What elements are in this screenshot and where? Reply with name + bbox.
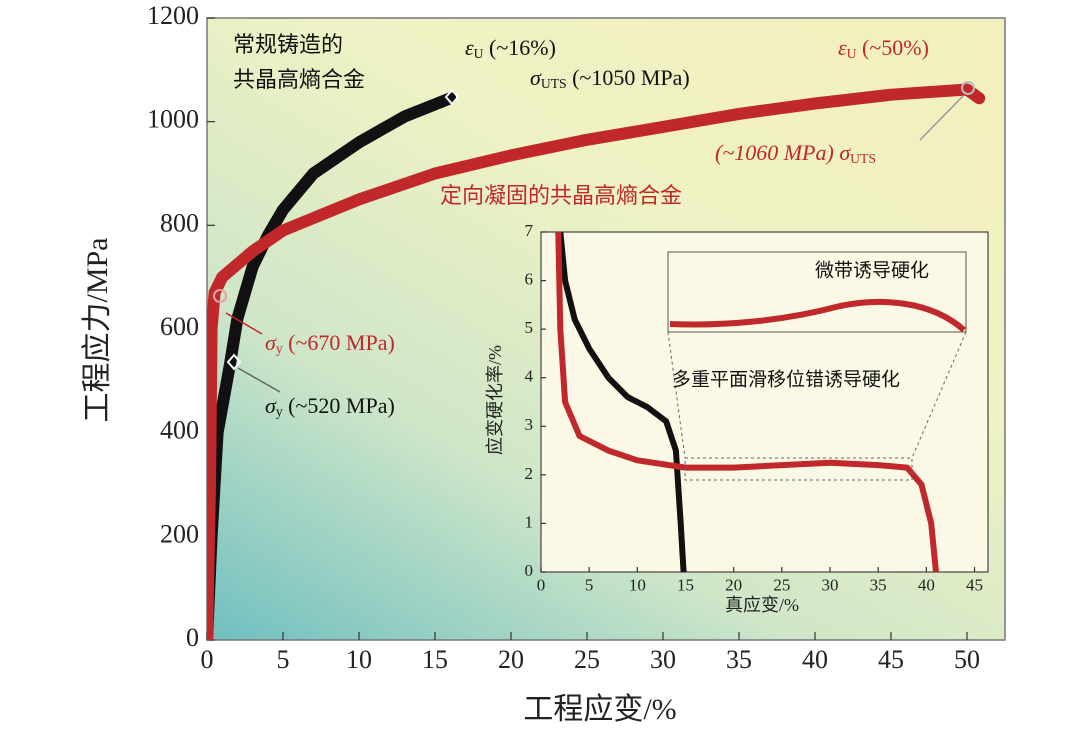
y-tick-label: 1200 — [147, 1, 199, 30]
x-tick-label: 0 — [201, 645, 214, 674]
annotation: 多重平面滑移位错诱导硬化 — [672, 368, 900, 390]
marker — [444, 88, 460, 106]
annotation-part: (~670 MPa) — [283, 330, 395, 355]
x-tick-label: 5 — [585, 575, 594, 594]
series-line — [207, 83, 986, 640]
zoom-source — [684, 457, 913, 481]
annotation: σy (~520 MPa) — [265, 393, 395, 419]
x-tick-label: 40 — [918, 575, 935, 594]
y-tick-label: 3 — [525, 415, 534, 434]
x-axis-label: 工程应变/% — [523, 693, 676, 726]
x-tick-label: 10 — [346, 645, 372, 674]
annotation-part: UTS — [850, 151, 876, 166]
marker — [961, 81, 975, 95]
annotation-part: UTS — [541, 76, 567, 91]
x-tick-label: 20 — [498, 645, 524, 674]
layer — [206, 17, 986, 641]
annotation: σUTS (~1050 MPa) — [530, 65, 690, 91]
x-tick-label: 30 — [650, 645, 676, 674]
annotation-part: (~16%) — [484, 35, 556, 60]
y-tick-label: 800 — [160, 208, 199, 237]
marker — [213, 289, 227, 303]
y-tick-label: 0 — [186, 623, 199, 652]
annotation-part: (~1060 MPa) σ — [715, 140, 851, 165]
x-tick-label: 0 — [537, 575, 546, 594]
leader — [237, 367, 281, 393]
annotation-part: σ — [265, 330, 277, 355]
x-tick-label: 40 — [802, 645, 828, 674]
annotation-part: ε — [465, 35, 474, 60]
annotation: 定向凝固的共晶高熵合金 — [440, 183, 682, 208]
annotation-part: y — [276, 404, 283, 419]
y-tick-label: 5 — [525, 318, 534, 337]
y-tick-label: 400 — [160, 416, 199, 445]
annotation: 微带诱导硬化 — [815, 259, 929, 281]
x-tick-label: 15 — [677, 575, 694, 594]
annotation: εU (~50%) — [838, 35, 929, 61]
x-tick-label: 35 — [870, 575, 887, 594]
y-axis-label: 应变硬化率/% — [485, 345, 505, 455]
texts: 0 5 10 15 20 25 30 35 40 45 5002004006008001000120… — [81, 1, 983, 726]
x-tick-label: 50 — [954, 645, 980, 674]
y-tick-label: 4 — [525, 367, 534, 386]
y-tick-label: 6 — [525, 269, 534, 288]
x-tick-label: 5 — [277, 645, 290, 674]
zoom-curve — [669, 299, 966, 333]
annotation: 常规铸造的 — [233, 32, 343, 57]
leader — [919, 95, 964, 141]
annotation-part: U — [474, 46, 484, 61]
y-tick-label: 2 — [525, 464, 534, 483]
annotation: 共晶高熵合金 — [233, 67, 365, 92]
y-tick-label: 200 — [160, 519, 199, 548]
series-line — [555, 232, 939, 572]
annotation-part: ε — [838, 35, 847, 60]
x-tick-label: 15 — [422, 645, 448, 674]
y-tick-label: 600 — [160, 312, 199, 341]
annotation: (~1060 MPa) σUTS — [715, 140, 876, 166]
x-tick-label: 10 — [629, 575, 646, 594]
y-axis-label: 工程应力/MPa — [81, 237, 114, 422]
x-tick-label: 25 — [773, 575, 790, 594]
x-tick-label: 35 — [726, 645, 752, 674]
zoom-link — [911, 331, 967, 459]
annotation-part: y — [276, 341, 283, 356]
annotation-part: σ — [265, 393, 277, 418]
x-axis-label: 真应变/% — [725, 595, 799, 615]
annotation: εU (~16%) — [465, 35, 556, 61]
annotation-part: (~520 MPa) — [283, 393, 395, 418]
y-tick-label: 1000 — [147, 105, 199, 134]
annotation-part: U — [847, 46, 857, 61]
x-tick-label: 20 — [725, 575, 742, 594]
y-tick-label: 7 — [525, 221, 534, 240]
x-tick-label: 25 — [574, 645, 600, 674]
series-line — [557, 232, 687, 572]
decorations — [213, 81, 975, 481]
x-tick-label: 30 — [822, 575, 839, 594]
annotation-part: (~1050 MPa) — [567, 65, 690, 90]
annotation-part: (~50%) — [857, 35, 929, 60]
marker — [226, 353, 242, 371]
annotation-part: σ — [530, 65, 542, 90]
leader — [225, 312, 263, 335]
y-tick-label: 1 — [525, 512, 534, 531]
x-tick-label: 45 — [878, 645, 904, 674]
annotation: σy (~670 MPa) — [265, 330, 395, 356]
x-tick-label: 45 — [966, 575, 983, 594]
zoom-box — [667, 251, 967, 333]
y-tick-label: 0 — [525, 561, 534, 580]
